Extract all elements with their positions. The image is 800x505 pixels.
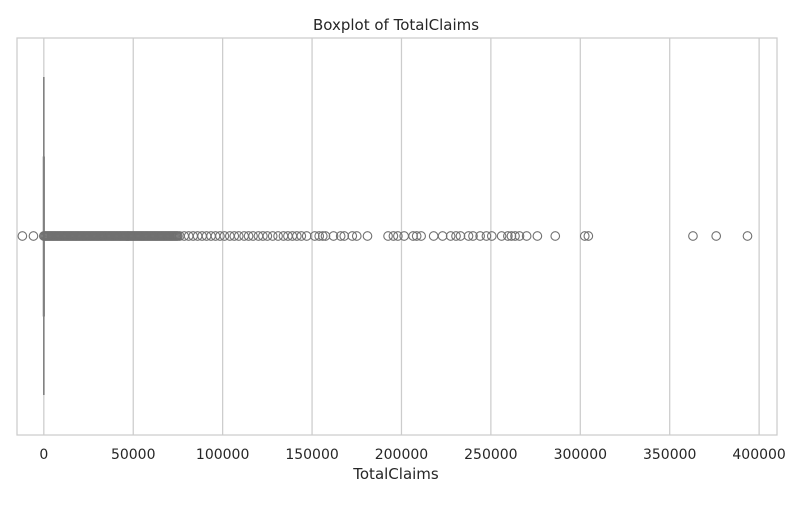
outlier-point [301, 231, 312, 241]
outlier-point [339, 231, 350, 241]
outlier-point [351, 231, 362, 241]
outlier-point [468, 231, 478, 241]
outlier-point [248, 231, 258, 241]
outlier-point [292, 231, 302, 241]
x-axis-label: TotalClaims [352, 465, 439, 483]
outlier-point [416, 231, 426, 241]
x-tick-label: 50000 [111, 447, 156, 463]
x-tick-labels: 0 50000 100000 150000 200000 250000 300000 3500… [39, 447, 785, 463]
outlier-point [262, 231, 273, 241]
outlier-point [347, 231, 358, 241]
outlier-point [320, 231, 331, 241]
outlier-point [314, 231, 325, 241]
outlier-point [388, 231, 399, 241]
outlier-point [451, 231, 461, 241]
outlier-point [243, 231, 254, 241]
outlier-point [309, 231, 320, 241]
outlier-point [233, 231, 244, 241]
outlier-point [383, 231, 393, 241]
x-tick-label: 350000 [643, 447, 696, 463]
x-tick-label: 150000 [285, 447, 338, 463]
outlier-point [411, 231, 422, 241]
outlier-point [17, 231, 28, 241]
outlier-point [258, 231, 268, 241]
outlier-point [514, 231, 525, 241]
outlier-point [362, 231, 373, 241]
outlier-point [393, 231, 403, 241]
outlier-point [475, 231, 486, 241]
outlier-point [408, 231, 418, 241]
outlier-point [28, 231, 39, 241]
outlier-point [521, 231, 532, 241]
outlier-point [463, 231, 474, 241]
x-tick-label: 0 [39, 447, 48, 463]
outlier-point [496, 231, 507, 241]
outlier-point [335, 231, 346, 241]
outlier-point [510, 231, 520, 241]
outlier-point [583, 231, 594, 241]
outlier-point [445, 231, 456, 241]
chart-title: Boxplot of TotalClaims [313, 16, 479, 34]
x-tick-label: 400000 [732, 447, 785, 463]
outlier-point [215, 231, 225, 241]
x-tick-label: 200000 [375, 447, 428, 463]
outlier-point [455, 231, 466, 241]
outlier-point [229, 231, 240, 241]
outlier-point [711, 231, 722, 241]
x-tick-label: 300000 [554, 447, 607, 463]
outlier-point [503, 231, 513, 241]
outlier-point [579, 231, 590, 241]
outlier-point [437, 231, 448, 241]
outlier-point [317, 231, 328, 241]
outlier-point [550, 231, 561, 241]
outlier-point [481, 231, 492, 241]
outlier-point [273, 231, 283, 241]
outlier-point [486, 231, 497, 241]
outlier-point [267, 231, 278, 241]
outlier-point [428, 231, 439, 241]
outlier-point [742, 231, 753, 241]
outlier-point [688, 231, 698, 241]
x-tick-label: 250000 [464, 447, 517, 463]
outlier-points [17, 231, 753, 241]
outlier-point [219, 231, 230, 241]
outlier-point [532, 231, 543, 241]
outlier-point [506, 231, 517, 241]
outlier-point [328, 231, 339, 241]
x-tick-label: 100000 [196, 447, 249, 463]
outlier-point [296, 231, 307, 241]
plot-frame [16, 37, 778, 436]
